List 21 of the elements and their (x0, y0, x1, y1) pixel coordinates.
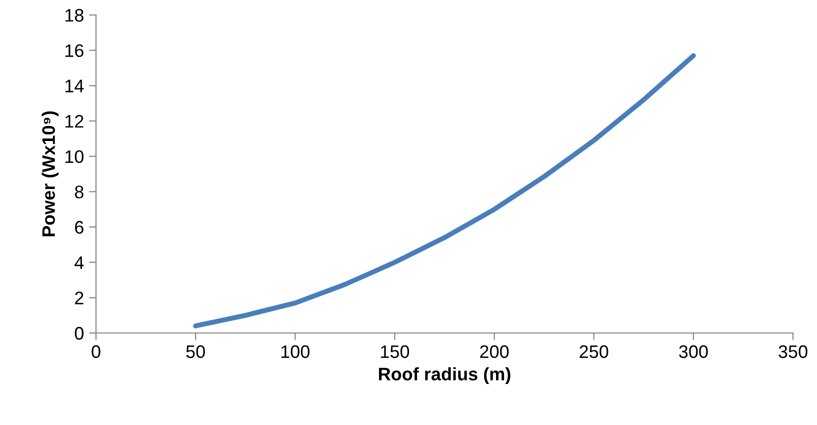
y-tick-label: 10 (65, 150, 84, 164)
y-tick-label: 0 (74, 326, 84, 340)
x-tick-label: 50 (186, 345, 205, 358)
x-axis-title: Roof radius (m) (379, 367, 510, 384)
line-series (193, 53, 696, 328)
x-tick-label: 200 (480, 345, 509, 358)
y-tick-label: 6 (75, 220, 84, 234)
x-tick-label: 100 (281, 345, 310, 358)
y-tick-label: 8 (74, 186, 84, 198)
x-tick-label: 150 (381, 345, 410, 358)
y-tick-label: 12 (65, 114, 84, 128)
y-axis-title: Power (Wx10⁹) (42, 111, 59, 236)
y-tick-label: 2 (75, 292, 84, 304)
x-tick-label: 250 (580, 345, 608, 358)
x-tick-label: 300 (679, 345, 708, 358)
y-tick-label: 4 (74, 256, 84, 269)
y-tick-label: 16 (65, 44, 84, 58)
x-tick-label: 0 (92, 345, 100, 358)
y-tick-label: 14 (65, 80, 84, 92)
y-tick-label: 18 (65, 8, 84, 22)
x-tick-label: 350 (778, 345, 808, 358)
